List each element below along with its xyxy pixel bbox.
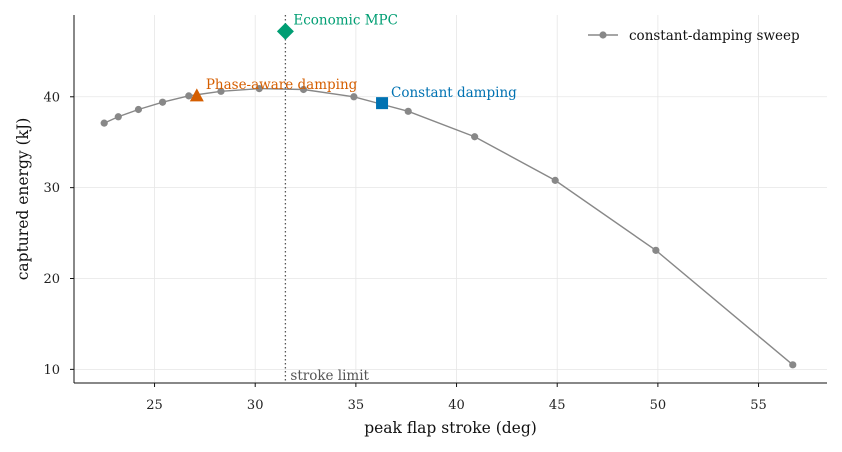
sweep-point [134,105,143,114]
constant-damping-marker [376,97,389,110]
annotation-phase-aware: Phase-aware damping [206,77,358,93]
y-tick-label: 40 [43,90,60,105]
phase-aware-marker [189,88,204,102]
legend: constant-damping sweep [588,28,800,44]
economic-mpc-marker [276,22,294,40]
sweep-point [551,176,559,184]
x-tick-label: 40 [448,398,465,413]
y-ticks: 10 20 30 40 [43,90,74,378]
sweep-point [652,246,660,254]
legend-marker-sample [599,31,607,39]
sweep-point [185,92,193,100]
x-axis-label: peak flap stroke (deg) [364,419,537,437]
sweep-point [471,133,479,141]
y-tick-label: 20 [43,272,60,287]
x-tick-label: 25 [146,398,163,413]
y-tick-label: 10 [43,363,60,378]
sweep-point [299,85,308,94]
x-tick-label: 30 [247,398,264,413]
sweep-series [100,85,797,369]
x-tick-label: 50 [650,398,667,413]
sweep-point [158,98,167,106]
x-tick-label: 45 [549,398,566,413]
highlight-markers [189,22,389,110]
sweep-point [789,361,797,369]
x-ticks: 25 30 35 40 45 50 55 [146,383,767,413]
x-tick-label: 35 [348,398,365,413]
annotation-stroke-limit: stroke limit [290,368,369,384]
sweep-point [404,107,412,115]
y-axis-label: captured energy (kJ) [14,118,32,281]
x-tick-label: 55 [750,398,767,413]
legend-entry-sweep: constant-damping sweep [629,28,800,44]
sweep-point [100,119,108,127]
sweep-line [103,87,794,366]
annotation-constant-damping: Constant damping [391,85,517,101]
sweep-point [255,85,263,93]
grid [74,15,827,383]
sweep-point [217,87,225,95]
annotation-economic-mpc: Economic MPC [293,12,398,28]
sweep-point [350,93,358,101]
y-tick-label: 30 [43,181,60,196]
sweep-point [114,113,122,121]
